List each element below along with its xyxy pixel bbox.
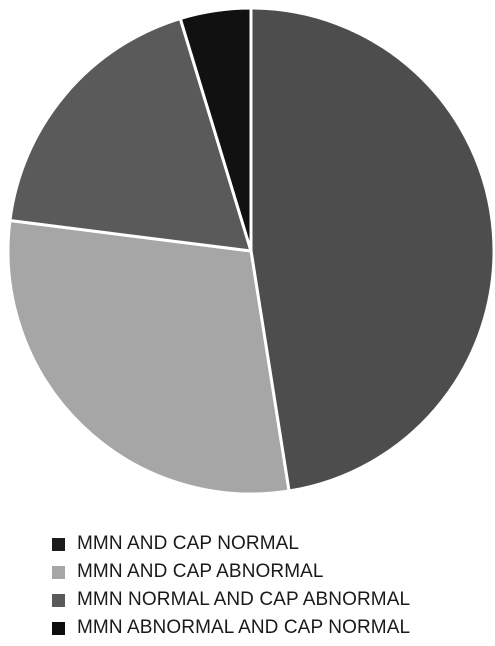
legend-swatch [52,593,65,607]
legend-label: MMN AND CAP ABNORMAL [77,561,324,582]
pie-slice [178,6,253,253]
legend-label: MMN NORMAL AND CAP ABNORMAL [77,589,411,610]
legend: MMN AND CAP NORMAL MMN AND CAP ABNORMAL … [52,530,492,642]
legend-swatch [52,621,65,635]
legend-swatch [52,537,65,551]
legend-item: MMN ABNORMAL AND CAP NORMAL [52,614,492,642]
pie-slice [8,17,253,253]
legend-label: MMN ABNORMAL AND CAP NORMAL [77,617,411,638]
legend-swatch [52,565,65,579]
pie-slice [249,6,495,493]
legend-label: MMN AND CAP NORMAL [77,533,300,554]
legend-item: MMN AND CAP ABNORMAL [52,558,492,586]
pie-slice [6,219,291,496]
legend-item: MMN NORMAL AND CAP ABNORMAL [52,586,492,614]
legend-item: MMN AND CAP NORMAL [52,530,492,558]
